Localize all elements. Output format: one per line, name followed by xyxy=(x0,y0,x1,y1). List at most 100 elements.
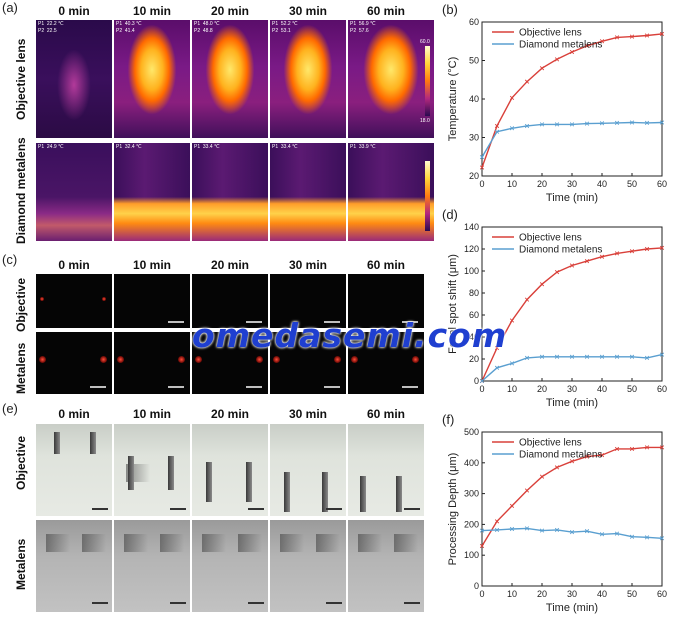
laser-spot-image xyxy=(348,332,424,394)
x-tick-label: 30 xyxy=(567,589,577,599)
micrograph xyxy=(114,520,190,612)
groove xyxy=(284,472,290,512)
data-point xyxy=(659,445,665,450)
micrograph xyxy=(36,520,112,612)
y-tick-label: 140 xyxy=(464,222,479,232)
data-point xyxy=(479,543,485,549)
micrograph xyxy=(192,424,268,516)
data-point xyxy=(524,123,530,129)
data-point xyxy=(524,355,530,361)
groove xyxy=(396,476,402,512)
laser-spot-image xyxy=(114,332,190,394)
thermal-image: P1 52.2 ℃ P2 53.1 xyxy=(270,20,346,138)
data-point xyxy=(644,33,650,38)
scale-bar xyxy=(246,386,262,388)
groove xyxy=(54,432,60,454)
panel-e-label: (e) xyxy=(2,401,18,416)
y-tick-label: 20 xyxy=(469,171,479,181)
data-point xyxy=(644,355,650,361)
data-point xyxy=(569,529,575,535)
data-point xyxy=(659,352,665,357)
y-tick-label: 30 xyxy=(469,133,479,143)
micrograph xyxy=(192,520,268,612)
x-tick-label: 10 xyxy=(507,589,517,599)
focal-spot xyxy=(100,356,107,363)
y-axis-label: Focal spot shift (μm) xyxy=(447,254,459,354)
y-tick-label: 300 xyxy=(464,489,479,499)
data-point xyxy=(599,121,605,126)
data-point xyxy=(584,258,590,264)
focal-spot xyxy=(351,356,358,363)
thermal-image: P1 40.3 ℃ P2 41.4 xyxy=(114,20,190,138)
data-point xyxy=(659,536,665,541)
data-point xyxy=(539,282,545,287)
groove xyxy=(246,462,252,502)
x-tick-label: 40 xyxy=(597,384,607,394)
legend-entry: Objective lens xyxy=(519,233,582,244)
row-label-metalens: Metalens xyxy=(14,342,28,394)
row-label-objective: Objective xyxy=(14,277,28,332)
data-point xyxy=(539,354,545,359)
series-line xyxy=(481,121,663,158)
panel-label: (d) xyxy=(442,207,458,222)
data-point xyxy=(509,361,515,366)
col-header: 0 min xyxy=(58,4,90,18)
panel-a-label: (a) xyxy=(2,0,18,15)
data-point xyxy=(494,345,500,351)
focal-spot xyxy=(195,356,202,363)
data-point xyxy=(554,57,560,62)
y-tick-label: 120 xyxy=(464,244,479,254)
thermal-image: P1 48.0 ℃ P2 48.8 xyxy=(192,20,268,138)
scale-bar xyxy=(324,321,340,323)
legend-entry: Diamond metalens xyxy=(519,245,602,256)
row-label-diamond-metalens: Diamond metalens xyxy=(14,137,28,244)
data-point xyxy=(614,251,620,256)
laser-spot-image xyxy=(270,332,346,394)
groove-shadow xyxy=(358,534,382,552)
series-line xyxy=(481,527,663,539)
data-point xyxy=(584,43,590,48)
y-tick-label: 400 xyxy=(464,458,479,468)
micrograph xyxy=(348,520,424,612)
data-point xyxy=(479,165,485,170)
thermal-image: P1 56.9 ℃ P2 57.6 60.0 18.0 xyxy=(348,20,434,138)
groove-shadow xyxy=(160,534,184,552)
scale-bar xyxy=(248,602,264,604)
legend-entry: Objective lens xyxy=(519,438,582,449)
micrograph xyxy=(114,424,190,516)
panel-c-label: (c) xyxy=(2,252,18,267)
chart-f-svg: (f) 0 10 20 30 40 50 60 0 100 200 300 400 500 Time (mi… xyxy=(442,412,667,614)
data-point xyxy=(494,129,500,134)
col-header: 10 min xyxy=(132,407,171,421)
x-axis-label: Time (min) xyxy=(546,602,598,614)
micrograph xyxy=(36,424,112,516)
data-point xyxy=(629,446,635,452)
col-header: 10 min xyxy=(132,258,171,272)
scale-bar xyxy=(248,508,264,510)
watermark: omedasemi.com xyxy=(192,316,508,355)
legend-entry: Diamond metalens xyxy=(519,40,602,51)
focal-spot xyxy=(334,356,341,363)
groove-shadow xyxy=(394,534,418,552)
data-point xyxy=(554,354,560,359)
col-header: 30 min xyxy=(288,407,327,421)
y-tick-label: 40 xyxy=(469,332,479,342)
data-point xyxy=(569,263,575,268)
data-point xyxy=(524,526,530,531)
laser-spot-image xyxy=(36,332,112,394)
groove xyxy=(90,432,96,454)
laser-spot-image xyxy=(114,274,190,328)
data-point xyxy=(644,535,650,540)
data-point xyxy=(479,528,485,533)
x-tick-label: 60 xyxy=(657,179,667,189)
colorbar-max-label: 60.0 xyxy=(420,39,430,45)
data-point xyxy=(599,354,605,359)
focal-spot xyxy=(412,356,419,363)
scale-bar xyxy=(90,386,106,388)
data-point xyxy=(629,249,635,254)
y-tick-label: 60 xyxy=(469,310,479,320)
series-line xyxy=(481,247,663,382)
data-point xyxy=(644,246,650,252)
x-tick-label: 10 xyxy=(507,384,517,394)
thermal-image: P1 33.9 ℃ xyxy=(348,143,434,241)
